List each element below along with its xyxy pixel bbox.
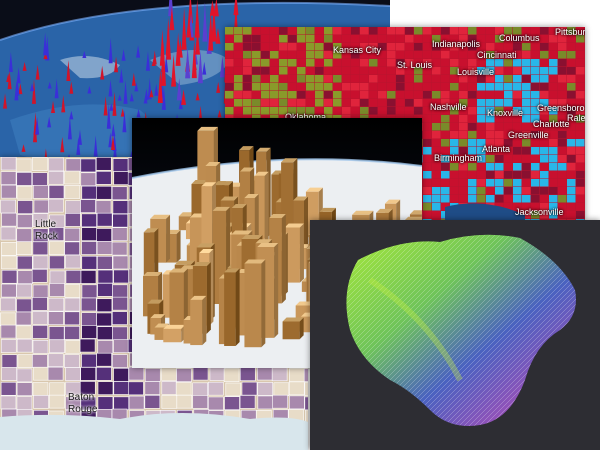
city-label-kansas-city: Kansas City (333, 45, 382, 55)
city-label-greensboro: Greensboro (537, 103, 585, 113)
city-label-atlanta: Atlanta (482, 144, 511, 154)
vector-field-surface (310, 220, 600, 450)
city-label-knoxville: Knoxville (487, 108, 524, 118)
city-label-greenville: Greenville (508, 130, 549, 140)
city-label-charlotte: Charlotte (533, 119, 570, 129)
city-label-st-louis: St. Louis (397, 60, 433, 70)
city-label-jacksonville: Jacksonville (515, 207, 564, 217)
city-label-pittsburgh: Pittsburgh (555, 27, 585, 37)
city-label-little-rock: Little Rock (35, 219, 58, 242)
extruded-bars-map (132, 118, 422, 368)
city-label-cincinnati: Cincinnati (477, 50, 517, 60)
city-label-columbus: Columbus (499, 33, 540, 43)
city-label-indianapolis: Indianapolis (432, 39, 481, 49)
city-label-birmingham: Birmingham (434, 153, 483, 163)
city-label-nashville: Nashville (430, 102, 467, 112)
city-label-baton-rouge: Baton Rouge (68, 392, 98, 415)
extruded-bars-panel (132, 118, 422, 368)
city-label-oklahoma: Oklahoma (285, 112, 327, 122)
vector-field-panel (310, 220, 600, 450)
city-label-raleigh: Raleig (567, 113, 585, 123)
city-label-louisville: Louisville (457, 67, 495, 77)
